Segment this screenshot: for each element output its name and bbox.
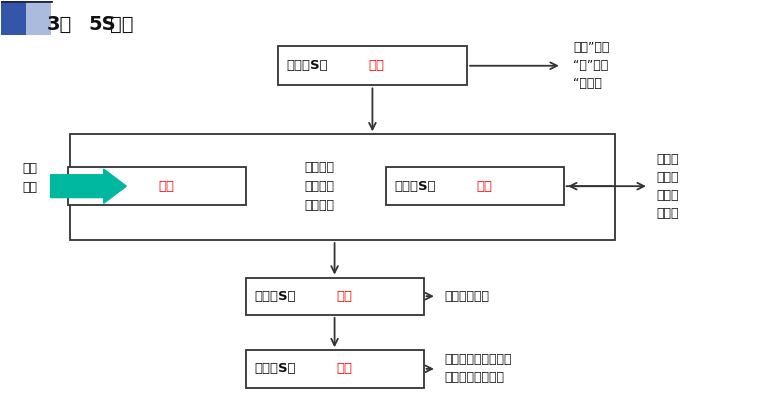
Text: 将不要
的东西
彻底清
扫干净: 将不要 的东西 彻底清 扫干净 bbox=[657, 153, 679, 220]
Text: 第二个S：: 第二个S： bbox=[77, 180, 119, 193]
Text: 清扫: 清扫 bbox=[477, 180, 492, 193]
Text: 保持美观整洁: 保持美观整洁 bbox=[445, 290, 489, 303]
Text: 地点
物品: 地点 物品 bbox=[23, 162, 38, 194]
Bar bbox=[2, 1, 27, 35]
Bar bbox=[245, 350, 423, 387]
FancyArrow shape bbox=[51, 169, 126, 203]
Text: 使员工养成良好习惯
遵守各项规章制度: 使员工养成良好习惯 遵守各项规章制度 bbox=[445, 353, 512, 385]
Text: 第五个S：: 第五个S： bbox=[255, 362, 296, 375]
Text: 将有用的
东西定出
位置放置: 将有用的 东西定出 位置放置 bbox=[305, 161, 334, 212]
Bar bbox=[385, 168, 564, 205]
Bar bbox=[69, 134, 615, 240]
Text: 5S: 5S bbox=[88, 15, 116, 34]
Bar bbox=[27, 1, 51, 35]
Text: 修养: 修养 bbox=[336, 362, 352, 375]
Text: 第四个S：: 第四个S： bbox=[255, 290, 296, 303]
Text: 整顿: 整顿 bbox=[158, 180, 174, 193]
Bar bbox=[2, 1, 51, 35]
Text: 区分”要用
“与”不用
“的东西: 区分”要用 “与”不用 “的东西 bbox=[573, 41, 610, 90]
Bar bbox=[245, 278, 423, 315]
Text: 第一个S：: 第一个S： bbox=[287, 59, 328, 72]
Text: 3、: 3、 bbox=[47, 15, 72, 34]
Text: 整理: 整理 bbox=[369, 59, 385, 72]
Text: 第三个S：: 第三个S： bbox=[394, 180, 436, 193]
Bar bbox=[277, 46, 467, 85]
Text: 清洁: 清洁 bbox=[336, 290, 352, 303]
Bar bbox=[68, 168, 245, 205]
Text: 活动: 活动 bbox=[109, 15, 133, 34]
